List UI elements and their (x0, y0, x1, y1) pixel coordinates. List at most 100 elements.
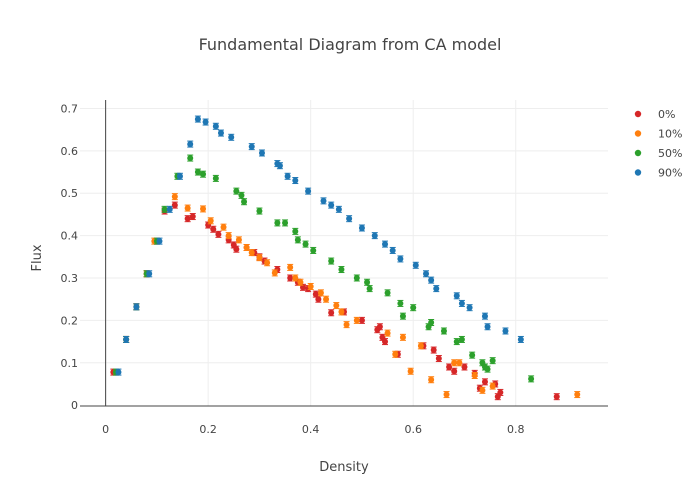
data-point (187, 155, 194, 162)
data-point (320, 197, 327, 204)
legend-label: 0% (658, 108, 675, 121)
data-point (428, 376, 435, 383)
data-point (333, 302, 340, 309)
data-point (484, 323, 491, 330)
data-point (471, 372, 478, 379)
data-point (428, 277, 435, 284)
data-point (328, 309, 335, 316)
data-point (343, 321, 350, 328)
data-point (187, 141, 194, 148)
data-point (225, 232, 232, 239)
x-tick-label: 0.2 (199, 423, 217, 436)
data-point (276, 162, 283, 169)
y-axis-title: Flux (30, 244, 45, 271)
data-point (282, 219, 289, 226)
data-point (479, 387, 486, 394)
data-point (446, 364, 453, 371)
legend-marker (634, 110, 642, 118)
data-point (407, 368, 414, 375)
data-point (323, 296, 330, 303)
data-point (430, 347, 437, 354)
data-point (397, 300, 404, 307)
data-point (115, 369, 122, 376)
data-point (328, 202, 335, 209)
data-point (346, 215, 353, 222)
legend-label: 50% (658, 147, 682, 160)
data-point (451, 368, 458, 375)
legend-label: 10% (658, 128, 682, 141)
data-point (553, 393, 560, 400)
data-point (466, 304, 473, 311)
data-point (215, 231, 222, 238)
data-point (210, 226, 217, 233)
series-1 (110, 201, 560, 401)
data-point (292, 177, 299, 184)
y-tick-label: 0.6 (61, 145, 79, 158)
data-point (423, 270, 430, 277)
data-point (428, 319, 435, 326)
data-point (358, 224, 365, 231)
legend-marker (634, 130, 642, 137)
data-point (305, 188, 312, 195)
y-tick-label: 0.4 (61, 230, 79, 243)
data-point (384, 330, 391, 337)
data-point (353, 275, 360, 282)
data-point (248, 249, 255, 256)
data-point (371, 232, 378, 239)
legend[interactable]: 0% 10% 50% 90% (634, 108, 683, 180)
data-point (284, 173, 291, 180)
data-point (161, 206, 168, 213)
legend-item[interactable]: 0% (634, 108, 676, 121)
data-point (200, 205, 207, 212)
data-point (399, 313, 406, 320)
series-4 (115, 115, 524, 376)
data-point (528, 375, 535, 382)
data-point (502, 327, 509, 334)
data-point (297, 279, 304, 286)
data-point (184, 215, 191, 222)
data-point (307, 283, 314, 290)
data-point (310, 247, 317, 254)
data-point (453, 292, 460, 299)
data-point (189, 213, 196, 220)
data-point (233, 188, 240, 195)
legend-item[interactable]: 50% (634, 147, 683, 160)
data-point (397, 255, 404, 262)
data-point (410, 304, 417, 311)
legend-marker (634, 169, 642, 176)
data-point (328, 258, 335, 265)
x-tick-label: 0.4 (302, 423, 320, 436)
x-tick-label: 0 (102, 423, 109, 436)
data-point (382, 241, 389, 248)
axes (80, 100, 608, 407)
data-point (458, 300, 465, 307)
y-tick-label: 0.7 (61, 102, 79, 115)
legend-item[interactable]: 10% (634, 128, 683, 141)
plot-data (110, 115, 581, 401)
data-point (481, 313, 488, 320)
legend-label: 90% (658, 167, 682, 180)
data-point (243, 244, 250, 251)
data-point (484, 366, 491, 373)
data-point (443, 391, 450, 398)
chart-title: Fundamental Diagram from CA model (199, 35, 502, 54)
data-point (146, 270, 153, 277)
data-point (171, 193, 178, 200)
data-point (166, 206, 173, 213)
data-point (292, 228, 299, 235)
data-point (238, 192, 245, 199)
data-point (338, 266, 345, 273)
data-point (299, 284, 306, 291)
data-point (338, 308, 345, 315)
data-point (461, 364, 468, 371)
data-point (292, 275, 299, 282)
data-point (384, 289, 391, 296)
data-point (433, 285, 440, 292)
legend-marker (634, 149, 642, 157)
data-point (489, 357, 496, 364)
data-point (228, 134, 235, 141)
legend-item[interactable]: 90% (634, 167, 683, 180)
y-tick-label: 0.3 (61, 272, 79, 285)
data-point (453, 338, 460, 345)
